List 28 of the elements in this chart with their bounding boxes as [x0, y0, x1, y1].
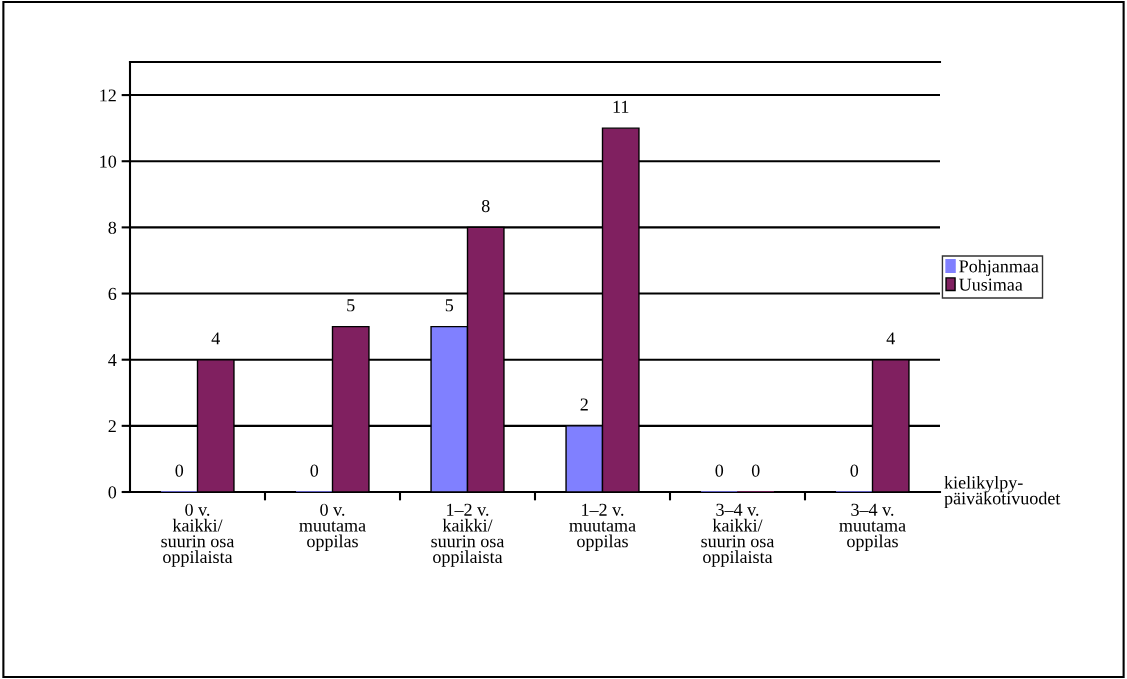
data-label: 11	[613, 100, 629, 113]
legend-label: Pohjanmaa	[959, 259, 1039, 277]
data-label: 0	[175, 464, 184, 477]
y-tick-label: 8	[108, 221, 117, 234]
y-tick-label: 0	[108, 486, 117, 499]
data-label: 0	[310, 464, 319, 477]
data-label: 0	[850, 464, 859, 477]
data-label: 8	[481, 199, 490, 213]
x-tick-label: 1–2 v. muutama oppilas	[569, 503, 636, 551]
y-tick-label: 6	[108, 287, 117, 300]
x-tick-label: 1–2 v. kaikki/ suurin osa oppilaista	[431, 503, 505, 567]
y-tick-label: 10	[100, 155, 117, 168]
legend-label: Uusimaa	[959, 278, 1023, 291]
data-label: 4	[886, 332, 895, 345]
data-label: 5	[445, 299, 454, 312]
x-tick-label: 3–4 v. kaikki/ suurin osa oppilaista	[701, 503, 775, 567]
x-tick-label: 3–4 v. muutama oppilas	[839, 503, 906, 551]
data-label: 4	[211, 332, 220, 345]
data-label: 0	[751, 464, 760, 477]
x-tick-label: 0 v. muutama oppilas	[299, 503, 366, 551]
y-tick-label: 4	[108, 354, 117, 366]
data-label: 0	[715, 464, 724, 477]
data-label: 2	[580, 398, 588, 411]
data-label: 5	[347, 299, 355, 312]
y-tick-label: 12	[100, 89, 116, 102]
x-tick-label: 0 v. kaikki/ suurin osa oppilaista	[161, 503, 235, 567]
x-axis-title: kielikylpy- päiväkotivuodet	[944, 475, 1061, 509]
y-tick-label: 2	[108, 420, 116, 433]
